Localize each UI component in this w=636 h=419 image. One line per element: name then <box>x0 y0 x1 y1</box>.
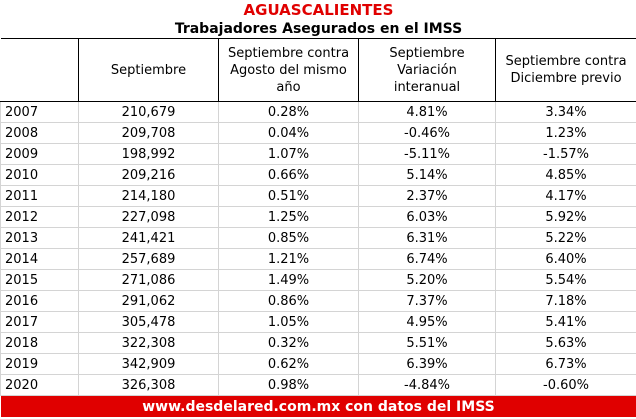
value-cell: 257,689 <box>78 248 219 270</box>
value-cell: 210,679 <box>78 101 219 123</box>
value-cell: 241,421 <box>78 227 219 249</box>
value-cell: 0.28% <box>218 101 359 123</box>
year-cell: 2013 <box>0 227 79 249</box>
value-cell: 5.20% <box>358 269 496 291</box>
subtitle: Trabajadores Asegurados en el IMSS <box>0 19 636 39</box>
value-cell: 4.17% <box>495 185 636 207</box>
value-cell: 5.51% <box>358 332 496 354</box>
column-header: Septiembre contra Diciembre previo <box>495 38 636 102</box>
table-row: 2016 291,062 0.86% 7.37% 7.18% <box>0 290 636 312</box>
value-cell: 0.32% <box>218 332 359 354</box>
table-row: 2011 214,180 0.51% 2.37% 4.17% <box>0 185 636 207</box>
value-cell: 0.04% <box>218 122 359 144</box>
value-cell: -0.60% <box>495 374 636 396</box>
value-cell: 0.98% <box>218 374 359 396</box>
value-cell: -5.11% <box>358 143 496 165</box>
year-cell: 2010 <box>0 164 79 186</box>
table-row: 2019 342,909 0.62% 6.39% 6.73% <box>0 353 636 375</box>
value-cell: 6.39% <box>358 353 496 375</box>
year-cell: 2014 <box>0 248 79 270</box>
table-row: 2009 198,992 1.07% -5.11% -1.57% <box>0 143 636 165</box>
value-cell: 5.22% <box>495 227 636 249</box>
table-row: 2014 257,689 1.21% 6.74% 6.40% <box>0 248 636 270</box>
year-cell: 2009 <box>0 143 79 165</box>
value-cell: 209,216 <box>78 164 219 186</box>
year-cell: 2019 <box>0 353 79 375</box>
value-cell: 0.86% <box>218 290 359 312</box>
value-cell: 3.34% <box>495 101 636 123</box>
value-cell: 0.85% <box>218 227 359 249</box>
footer-text: www.desdelared.com.mx con datos del IMSS <box>0 395 636 417</box>
value-cell: 198,992 <box>78 143 219 165</box>
value-cell: 5.92% <box>495 206 636 228</box>
year-cell: 2011 <box>0 185 79 207</box>
value-cell: 4.95% <box>358 311 496 333</box>
year-cell: 2017 <box>0 311 79 333</box>
title: AGUASCALIENTES <box>243 0 394 19</box>
year-cell: 2018 <box>0 332 79 354</box>
header-blank <box>0 38 79 102</box>
value-cell: 2.37% <box>358 185 496 207</box>
table-row: 2013 241,421 0.85% 6.31% 5.22% <box>0 227 636 249</box>
value-cell: 342,909 <box>78 353 219 375</box>
year-cell: 2007 <box>0 101 79 123</box>
table-row: 2012 227,098 1.25% 6.03% 5.92% <box>0 206 636 228</box>
value-cell: 5.63% <box>495 332 636 354</box>
value-cell: -0.46% <box>358 122 496 144</box>
value-cell: 4.85% <box>495 164 636 186</box>
year-cell: 2015 <box>0 269 79 291</box>
value-cell: 1.21% <box>218 248 359 270</box>
value-cell: 291,062 <box>78 290 219 312</box>
value-cell: 0.62% <box>218 353 359 375</box>
value-cell: 7.37% <box>358 290 496 312</box>
value-cell: 322,308 <box>78 332 219 354</box>
value-cell: 6.73% <box>495 353 636 375</box>
value-cell: 5.14% <box>358 164 496 186</box>
value-cell: 1.49% <box>218 269 359 291</box>
table-row: 2017 305,478 1.05% 4.95% 5.41% <box>0 311 636 333</box>
value-cell: 0.66% <box>218 164 359 186</box>
year-cell: 2008 <box>0 122 79 144</box>
table-row: 2007 210,679 0.28% 4.81% 3.34% <box>0 101 636 123</box>
value-cell: 6.74% <box>358 248 496 270</box>
value-cell: 326,308 <box>78 374 219 396</box>
year-cell: 2012 <box>0 206 79 228</box>
value-cell: -1.57% <box>495 143 636 165</box>
table-row: 2010 209,216 0.66% 5.14% 4.85% <box>0 164 636 186</box>
value-cell: 1.23% <box>495 122 636 144</box>
value-cell: 5.41% <box>495 311 636 333</box>
value-cell: 214,180 <box>78 185 219 207</box>
value-cell: 209,708 <box>78 122 219 144</box>
value-cell: 6.40% <box>495 248 636 270</box>
value-cell: 6.03% <box>358 206 496 228</box>
value-cell: 1.07% <box>218 143 359 165</box>
column-header: Septiembre contra Agosto del mismo año <box>218 38 359 102</box>
footer-row: www.desdelared.com.mx con datos del IMSS <box>0 395 636 417</box>
value-cell: 5.54% <box>495 269 636 291</box>
table-row: 2015 271,086 1.49% 5.20% 5.54% <box>0 269 636 291</box>
value-cell: 0.51% <box>218 185 359 207</box>
year-cell: 2016 <box>0 290 79 312</box>
value-cell: 4.81% <box>358 101 496 123</box>
column-header: Septiembre Variación interanual <box>358 38 496 102</box>
table-row: 2008 209,708 0.04% -0.46% 1.23% <box>0 122 636 144</box>
column-header: Septiembre <box>78 38 219 102</box>
table-row: 2018 322,308 0.32% 5.51% 5.63% <box>0 332 636 354</box>
value-cell: 6.31% <box>358 227 496 249</box>
table-row: 2020 326,308 0.98% -4.84% -0.60% <box>0 374 636 396</box>
value-cell: 271,086 <box>78 269 219 291</box>
value-cell: 7.18% <box>495 290 636 312</box>
value-cell: 1.25% <box>218 206 359 228</box>
value-cell: -4.84% <box>358 374 496 396</box>
year-cell: 2020 <box>0 374 79 396</box>
value-cell: 1.05% <box>218 311 359 333</box>
value-cell: 227,098 <box>78 206 219 228</box>
value-cell: 305,478 <box>78 311 219 333</box>
